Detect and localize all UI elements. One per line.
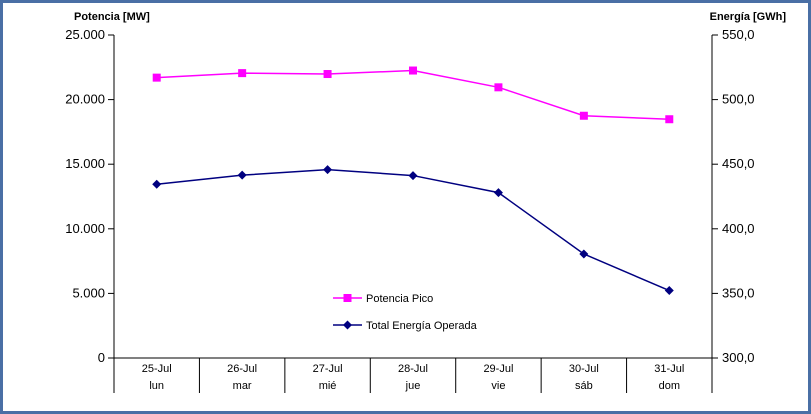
category-day-label: sáb [575,380,593,392]
left-tick-label: 0 [98,350,105,365]
right-tick-label: 550,0 [722,27,755,42]
category-date-label: 28-Jul [398,363,428,375]
legend-energia-operada-label: Total Energía Operada [366,320,478,332]
right-tick-label: 500,0 [722,92,755,107]
left-tick-label: 20.000 [65,92,105,107]
left-tick-label: 5.000 [72,285,105,300]
potencia-pico-point [579,111,588,120]
category-day-label: vie [491,380,505,392]
series-layer [152,66,674,296]
right-tick-label: 350,0 [722,285,755,300]
left-tick-label: 25.000 [65,27,105,42]
energia-operada-point [664,286,674,296]
potencia-pico-point [238,69,247,78]
legend-energia-operada-marker [343,320,352,330]
left-axis-title: Potencia [MW] [74,11,150,23]
legend-potencia-pico-label: Potencia Pico [366,293,433,305]
potencia-pico-point [409,66,417,75]
energia-operada-point [237,170,247,180]
potencia-pico-line [156,69,670,120]
left-tick-label: 10.000 [65,221,105,236]
left-tick-label: 15.000 [65,156,105,171]
category-date-label: 30-Jul [569,363,599,375]
category-date-label: 29-Jul [483,363,513,375]
category-day-label: dom [659,380,680,392]
category-date-label: 27-Jul [313,363,343,375]
category-date-label: 31-Jul [654,363,684,375]
category-day-label: lun [149,380,164,392]
energia-operada-point [152,179,162,189]
category-axis: 25-Jul lun 26-Jul mar 27-Jul mié 28-Jul jue 29-J… [113,357,713,393]
chart: 0 5.000 10.000 15.000 20.000 25.000 300,0 350,0… [65,11,787,393]
right-tick-label: 400,0 [722,221,755,236]
potencia-pico-point [494,83,503,92]
axes: 0 5.000 10.000 15.000 20.000 25.000 300,0 350,0… [65,27,754,365]
energia-operada-point [323,165,333,175]
energia-operada-point [579,249,589,259]
right-axis-title: Energía [GWh] [710,11,787,23]
category-date-label: 26-Jul [227,363,257,375]
right-tick-label: 450,0 [722,156,755,171]
category-day-label: mié [319,380,337,392]
category-date-label: 25-Jul [142,363,172,375]
potencia-pico-point [323,70,332,79]
legend-potencia-pico-marker [343,294,352,302]
category-day-label: mar [233,380,252,392]
legend: Potencia Pico Total Energía Operada [333,293,478,332]
right-tick-label: 300,0 [722,350,755,365]
energia-operada-point [408,171,418,181]
potencia-pico-point [665,115,674,124]
category-day-label: jue [405,380,421,392]
energia-operada-line [156,168,670,292]
energia-operada-point [493,188,503,198]
potencia-pico-point [152,73,161,82]
